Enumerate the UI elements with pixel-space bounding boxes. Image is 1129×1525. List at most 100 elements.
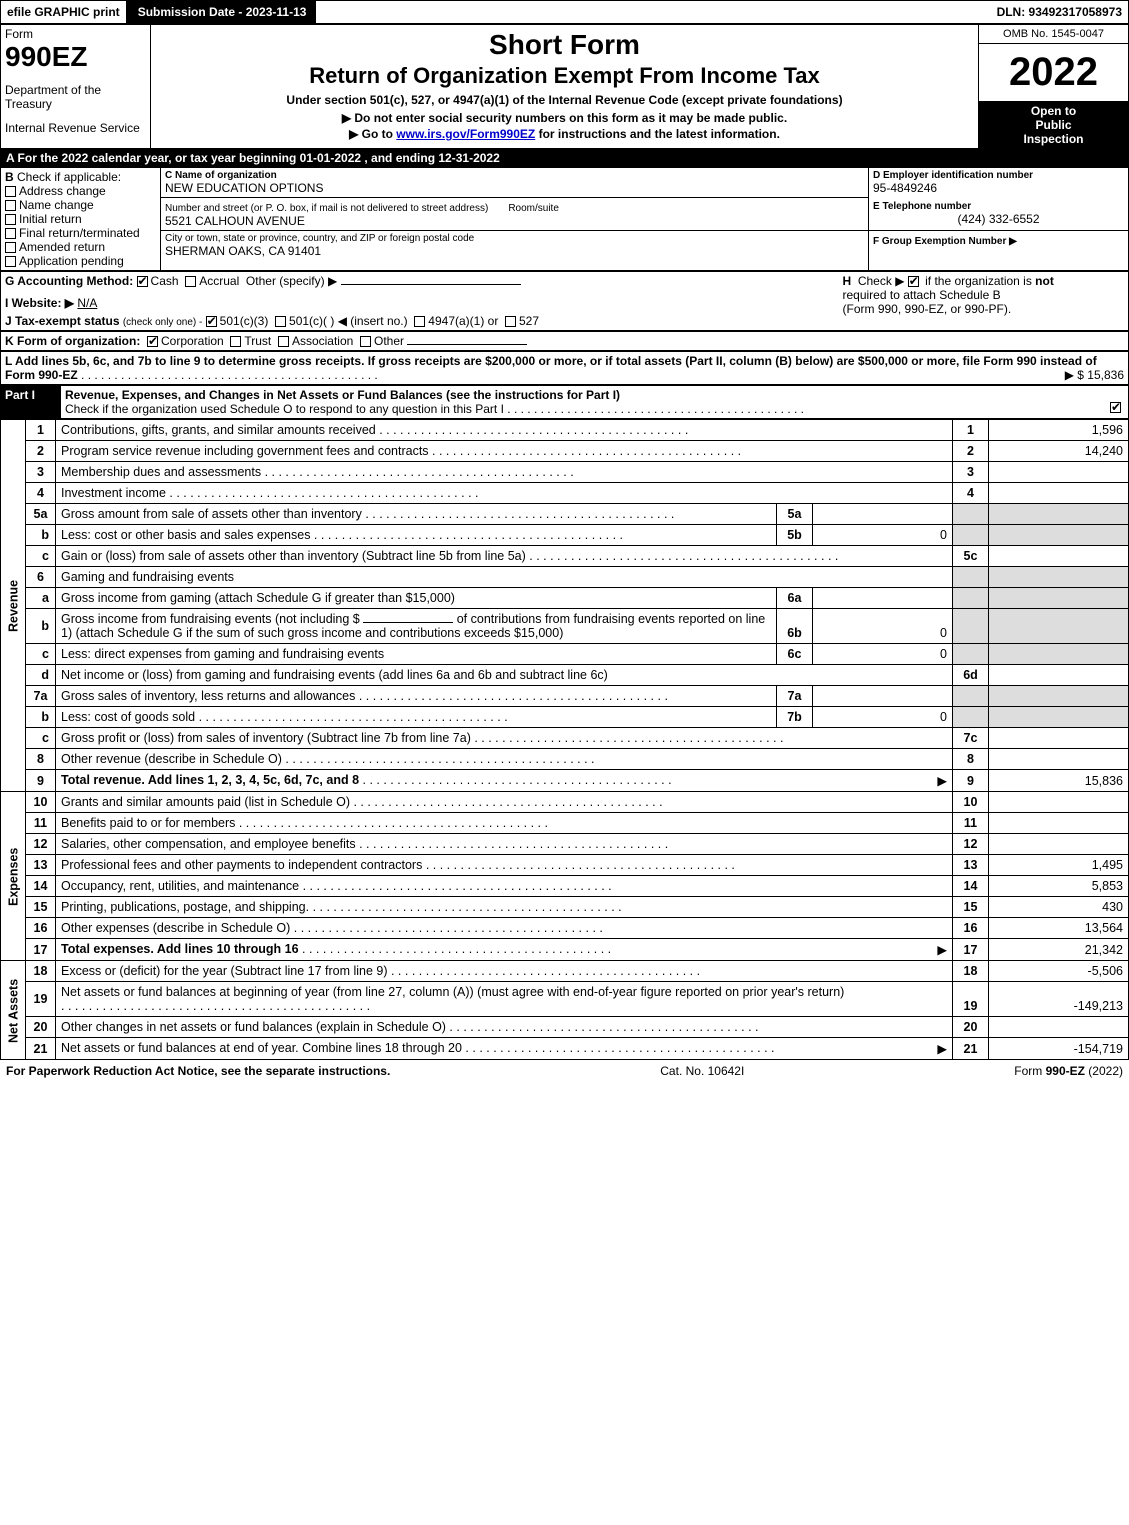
note-link: ▶ Go to www.irs.gov/Form990EZ for instru…	[155, 127, 974, 141]
ln-6b-blank[interactable]	[363, 622, 453, 623]
ln-15-d: Printing, publications, postage, and shi…	[61, 900, 309, 914]
ln-21-b: 21	[953, 1038, 989, 1060]
ln-17-n: 17	[26, 939, 56, 961]
footer-right-pre: Form	[1014, 1064, 1045, 1078]
ln-2-v: 14,240	[989, 441, 1129, 462]
k-o3: Association	[292, 334, 353, 348]
j-note: (check only one) -	[123, 317, 202, 328]
ln-11-b: 11	[953, 813, 989, 834]
ln-11-desc: Benefits paid to or for members	[56, 813, 953, 834]
ln-6b-iv: 0	[813, 609, 953, 644]
ln-9-arrow: ▶	[937, 773, 947, 788]
other-org-input[interactable]	[407, 344, 527, 345]
ln-5a-shade1	[953, 504, 989, 525]
check-address-change[interactable]	[5, 186, 16, 197]
title-short-form: Short Form	[155, 29, 974, 61]
efile-print-label[interactable]: efile GRAPHIC print	[1, 1, 128, 23]
h-text2: if the organization is	[925, 274, 1035, 288]
opt-initial-return: Initial return	[19, 212, 82, 226]
footer-center: Cat. No. 10642I	[660, 1064, 744, 1078]
ln-17-v: 21,342	[989, 939, 1129, 961]
ln-5a-d: Gross amount from sale of assets other t…	[61, 507, 362, 521]
ln-6-n: 6	[26, 567, 56, 588]
check-4947[interactable]	[414, 316, 425, 327]
ln-20-v	[989, 1017, 1129, 1038]
ln-6c-d: Less: direct expenses from gaming and fu…	[61, 647, 384, 661]
ln-13-b: 13	[953, 855, 989, 876]
ln-6-shade1	[953, 567, 989, 588]
ln-7b-n: b	[26, 707, 56, 728]
title-return: Return of Organization Exempt From Incom…	[155, 63, 974, 89]
check-accrual[interactable]	[185, 276, 196, 287]
opt-amended-return: Amended return	[19, 240, 105, 254]
ein-value: 95-4849246	[873, 181, 1124, 195]
other-specify-input[interactable]	[341, 284, 521, 285]
ln-19-n: 19	[26, 982, 56, 1017]
check-amended-return[interactable]	[5, 242, 16, 253]
check-501c[interactable]	[275, 316, 286, 327]
side-expenses: Expenses	[1, 792, 26, 961]
form-number: 990EZ	[5, 41, 146, 73]
check-schedule-o[interactable]	[1110, 402, 1121, 413]
part-i-text: Revenue, Expenses, and Changes in Net As…	[65, 388, 620, 402]
irs-label: Internal Revenue Service	[5, 121, 146, 135]
ln-10-desc: Grants and similar amounts paid (list in…	[56, 792, 953, 813]
check-501c3[interactable]	[206, 316, 217, 327]
ln-14-v: 5,853	[989, 876, 1129, 897]
check-application-pending[interactable]	[5, 256, 16, 267]
check-cash[interactable]	[137, 276, 148, 287]
dotfill	[235, 816, 548, 830]
side-revenue: Revenue	[1, 420, 26, 792]
ln-19-v: -149,213	[989, 982, 1129, 1017]
j-label: J Tax-exempt status	[5, 314, 120, 328]
accrual-label: Accrual	[199, 274, 239, 288]
form-label: Form	[5, 27, 146, 41]
ln-6d-b: 6d	[953, 665, 989, 686]
check-initial-return[interactable]	[5, 214, 16, 225]
phone-value: (424) 332-6552	[873, 212, 1124, 226]
ln-5b-d: Less: cost or other basis and sales expe…	[61, 528, 310, 542]
d-label: D Employer identification number	[873, 170, 1124, 181]
e-label: E Telephone number	[873, 201, 1124, 212]
ln-5c-desc: Gain or (loss) from sale of assets other…	[56, 546, 953, 567]
opt-final-return: Final return/terminated	[19, 226, 140, 240]
ln-17-b: 17	[953, 939, 989, 961]
dotfill	[310, 528, 623, 542]
check-trust[interactable]	[230, 336, 241, 347]
lines-table: Revenue 1 Contributions, gifts, grants, …	[0, 419, 1129, 1060]
ln-5c-d: Gain or (loss) from sale of assets other…	[61, 549, 526, 563]
ln-19-desc: Net assets or fund balances at beginning…	[56, 982, 953, 1017]
ln-2-desc: Program service revenue including govern…	[56, 441, 953, 462]
room-label: Room/suite	[508, 203, 559, 214]
part-i-header: Part I Revenue, Expenses, and Changes in…	[0, 385, 1129, 419]
check-corporation[interactable]	[147, 336, 158, 347]
k-o2: Trust	[244, 334, 271, 348]
ln-6b-d1: Gross income from fundraising events (no…	[61, 612, 360, 626]
check-schedule-b[interactable]	[908, 276, 919, 287]
header-right: OMB No. 1545-0047 2022	[979, 25, 1129, 102]
row-l: L Add lines 5b, 6c, and 7b to line 9 to …	[1, 352, 1129, 385]
row-l-table: L Add lines 5b, 6c, and 7b to line 9 to …	[0, 351, 1129, 385]
check-association[interactable]	[278, 336, 289, 347]
ln-6b-shade2	[989, 609, 1129, 644]
ln-12-n: 12	[26, 834, 56, 855]
ln-6a-desc: Gross income from gaming (attach Schedul…	[56, 588, 777, 609]
ln-3-b: 3	[953, 462, 989, 483]
ln-6c-n: c	[26, 644, 56, 665]
check-final-return[interactable]	[5, 228, 16, 239]
check-527[interactable]	[505, 316, 516, 327]
i-label: I Website: ▶	[5, 296, 74, 310]
dotfill	[526, 549, 839, 563]
ln-6a-n: a	[26, 588, 56, 609]
dotfill	[462, 1041, 775, 1055]
h-text4: (Form 990, 990-EZ, or 990-PF).	[843, 302, 1012, 316]
row-h: H Check ▶ if the organization is not req…	[839, 272, 1129, 331]
irs-link[interactable]: www.irs.gov/Form990EZ	[396, 127, 535, 141]
check-name-change[interactable]	[5, 200, 16, 211]
gh-table: G Accounting Method: Cash Accrual Other …	[0, 271, 1129, 331]
ln-7b-shade2	[989, 707, 1129, 728]
ln-3-n: 3	[26, 462, 56, 483]
ln-6d-d: Net income or (loss) from gaming and fun…	[61, 668, 608, 682]
tax-year: 2022	[979, 44, 1128, 101]
check-other-org[interactable]	[360, 336, 371, 347]
